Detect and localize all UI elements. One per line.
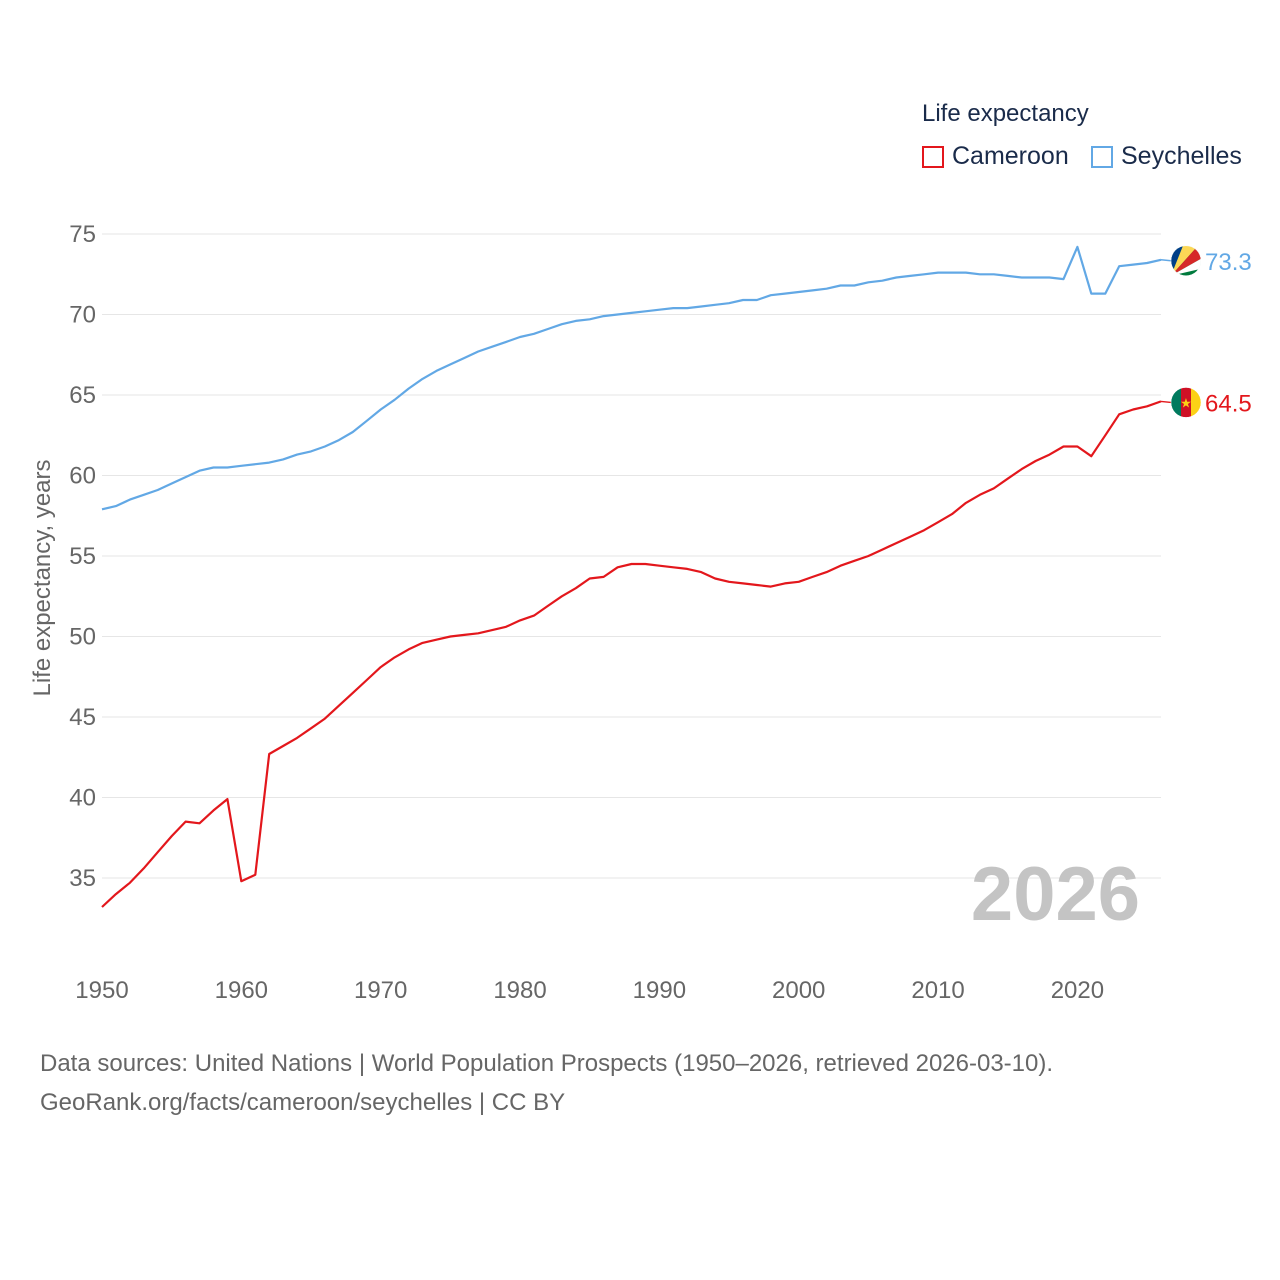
y-tick-label: 35 bbox=[69, 865, 96, 892]
series-line-cameroon[interactable] bbox=[101, 400, 1162, 908]
end-markers: ★ 64.5 73.3 bbox=[1160, 245, 1252, 418]
end-label-seychelles: 73.3 bbox=[1205, 249, 1252, 276]
x-tick-label: 1970 bbox=[354, 977, 407, 1004]
y-tick-label: 45 bbox=[69, 704, 96, 731]
series-lines bbox=[101, 245, 1162, 908]
legend-label-seychelles: Seychelles bbox=[1121, 142, 1242, 170]
x-axis-ticks: 1950 1960 1970 1980 1990 2000 2010 2020 bbox=[75, 977, 1104, 1004]
legend-item-cameroon[interactable]: Cameroon bbox=[922, 142, 1069, 171]
y-tick-label: 50 bbox=[69, 624, 96, 651]
sources-line-1: Data sources: United Nations | World Pop… bbox=[40, 1050, 1054, 1077]
connector-cameroon bbox=[1160, 400, 1172, 404]
y-tick-label: 55 bbox=[69, 543, 96, 570]
legend-item-seychelles[interactable]: Seychelles bbox=[1091, 142, 1242, 171]
y-tick-label: 65 bbox=[69, 382, 96, 409]
legend-title: Life expectancy bbox=[922, 100, 1089, 127]
flag-seychelles-icon bbox=[1170, 245, 1202, 277]
svg-text:★: ★ bbox=[1180, 395, 1192, 410]
data-sources: Data sources: United Nations | World Pop… bbox=[40, 1044, 1053, 1122]
legend-label-cameroon: Cameroon bbox=[952, 142, 1069, 170]
legend-swatch-cameroon bbox=[922, 145, 944, 168]
y-axis-label: Life expectancy, years bbox=[29, 459, 56, 696]
y-axis-ticks: 35 40 45 50 55 60 65 70 75 bbox=[69, 221, 96, 892]
x-tick-label: 2010 bbox=[911, 977, 964, 1004]
y-tick-label: 75 bbox=[69, 221, 96, 248]
x-tick-label: 1990 bbox=[633, 977, 686, 1004]
y-tick-label: 60 bbox=[69, 463, 96, 490]
y-tick-label: 40 bbox=[69, 785, 96, 812]
series-line-seychelles[interactable] bbox=[101, 245, 1162, 511]
y-tick-label: 70 bbox=[69, 302, 96, 329]
x-tick-label: 1980 bbox=[493, 977, 546, 1004]
year-watermark: 2026 bbox=[971, 852, 1140, 937]
grid-lines bbox=[102, 233, 1161, 879]
x-tick-label: 2020 bbox=[1051, 977, 1104, 1004]
flag-cameroon-icon: ★ bbox=[1170, 387, 1202, 418]
end-label-cameroon: 64.5 bbox=[1205, 390, 1252, 417]
connector-seychelles bbox=[1160, 259, 1172, 262]
x-tick-label: 1960 bbox=[215, 977, 268, 1004]
legend-swatch-seychelles bbox=[1091, 145, 1113, 168]
sources-line-2[interactable]: GeoRank.org/facts/cameroon/seychelles | … bbox=[40, 1089, 566, 1116]
x-tick-label: 1950 bbox=[75, 977, 128, 1004]
x-tick-label: 2000 bbox=[772, 977, 825, 1004]
